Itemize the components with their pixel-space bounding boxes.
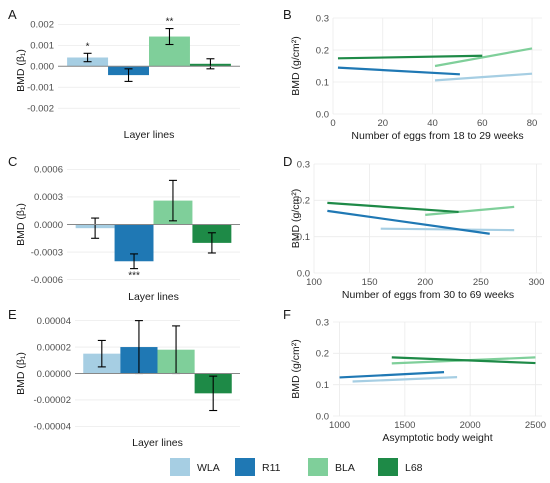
y-tick-label: 0.0003 <box>34 192 63 203</box>
x-axis-label: Number of eggs from 30 to 69 weeks <box>342 289 514 301</box>
x-axis-label: Layer lines <box>124 129 175 141</box>
y-axis-label: BMD (β₁) <box>15 203 27 246</box>
significance-label: * <box>86 41 90 52</box>
y-axis-label: BMD (β₁) <box>15 49 27 92</box>
x-tick-label: 2500 <box>525 420 546 431</box>
y-tick-label: 0.0006 <box>34 165 63 176</box>
y-tick-label: 0.00000 <box>37 369 71 380</box>
x-tick-label: 250 <box>473 277 489 288</box>
panel-letter: E <box>8 307 17 322</box>
series-line-r11 <box>339 371 445 379</box>
y-tick-label: 0.002 <box>30 20 54 31</box>
x-axis-label: Asymptotic body weight <box>382 432 492 444</box>
legend-label-wla: WLA <box>197 462 220 474</box>
y-tick-label: 0.2 <box>297 196 310 207</box>
series-line-wla <box>352 376 458 383</box>
panel-letter: D <box>283 154 292 169</box>
panel-e: E -0.00004 -0.00002 0.00000 0.00002 0.00004 BM… <box>8 307 240 449</box>
y-tick-label: 0.2 <box>316 45 329 56</box>
x-tick-label: 150 <box>362 277 378 288</box>
panel-letter: A <box>8 7 17 22</box>
panel-c: C -0.0006 -0.0003 0.0000 0.0003 0.0006 BMD (β₁… <box>8 154 240 303</box>
y-tick-label: 0.0 <box>316 411 329 422</box>
y-axis-label: BMD (g/cm²) <box>290 339 302 399</box>
y-tick-label: -0.00004 <box>33 422 71 433</box>
y-tick-label: 0.0000 <box>34 220 63 231</box>
series-line-l68 <box>337 54 483 60</box>
y-tick-label: 0.3 <box>316 317 329 328</box>
series-line-l68 <box>327 201 459 214</box>
legend-swatch-r11 <box>235 458 255 476</box>
legend-label-r11: R11 <box>262 462 281 474</box>
legend-label-l68: L68 <box>405 462 423 474</box>
series-line-r11 <box>327 209 490 235</box>
series-line-bla <box>425 205 515 216</box>
panel-d: D 0.0 0.1 0.2 0.3 BMD (g/cm²) 100 150 200 250 300 N… <box>283 154 544 301</box>
x-axis-label: Layer lines <box>128 291 179 303</box>
y-tick-label: 0.00004 <box>37 316 71 327</box>
legend-swatch-wla <box>170 458 190 476</box>
panel-f: F 0.0 0.1 0.2 0.3 BMD (g/cm²) 1000 1500 2000 2500… <box>283 307 546 444</box>
legend: WLA R11 BLA L68 <box>170 458 423 476</box>
y-tick-label: -0.001 <box>27 83 54 94</box>
significance-label: ** <box>166 17 174 28</box>
y-tick-label: 0.1 <box>316 77 329 88</box>
x-axis-label: Number of eggs from 18 to 29 weeks <box>351 130 523 142</box>
series-line-wla <box>434 72 533 82</box>
y-tick-label: 0.0 <box>297 268 310 279</box>
y-tick-label: -0.0003 <box>31 247 63 258</box>
x-tick-label: 1500 <box>394 420 415 431</box>
y-tick-label: 0.0 <box>316 109 329 120</box>
panel-letter: F <box>283 307 291 322</box>
series-line-l68 <box>391 356 536 365</box>
x-tick-label: 20 <box>377 118 388 129</box>
significance-label: *** <box>128 271 140 282</box>
y-tick-label: -0.00002 <box>33 395 71 406</box>
x-axis-label: Layer lines <box>132 437 183 449</box>
x-tick-label: 0 <box>330 118 335 129</box>
y-tick-label: 0.1 <box>297 232 310 243</box>
y-tick-label: 0.3 <box>316 13 329 24</box>
panel-b: B 0.0 0.1 0.2 0.3 BMD (g/cm²) 0 20 40 60 80 Number … <box>283 7 542 142</box>
y-tick-label: 0.000 <box>30 62 54 73</box>
x-tick-label: 80 <box>527 118 538 129</box>
x-tick-label: 1000 <box>329 420 350 431</box>
y-axis-label: BMD (β₁) <box>15 352 27 395</box>
y-tick-label: -0.0006 <box>31 275 63 286</box>
x-tick-label: 40 <box>427 118 438 129</box>
x-tick-label: 60 <box>477 118 488 129</box>
panel-letter: C <box>8 154 17 169</box>
y-tick-label: 0.2 <box>316 349 329 360</box>
legend-swatch-l68 <box>378 458 398 476</box>
y-tick-label: 0.3 <box>297 159 310 170</box>
legend-swatch-bla <box>308 458 328 476</box>
series-line-wla <box>380 227 515 232</box>
x-tick-label: 200 <box>417 277 433 288</box>
y-tick-label: 0.1 <box>316 380 329 391</box>
panel-letter: B <box>283 7 292 22</box>
y-tick-label: 0.00002 <box>37 342 71 353</box>
x-tick-label: 300 <box>529 277 545 288</box>
series-line-bla <box>434 47 533 68</box>
y-axis-label: BMD (g/cm²) <box>290 189 302 249</box>
x-tick-label: 100 <box>306 277 322 288</box>
y-tick-label: 0.001 <box>30 41 54 52</box>
y-tick-label: -0.002 <box>27 104 54 115</box>
legend-label-bla: BLA <box>335 462 355 474</box>
y-axis-label: BMD (g/cm²) <box>290 36 302 96</box>
x-tick-label: 2000 <box>460 420 481 431</box>
series-line-r11 <box>337 66 460 76</box>
